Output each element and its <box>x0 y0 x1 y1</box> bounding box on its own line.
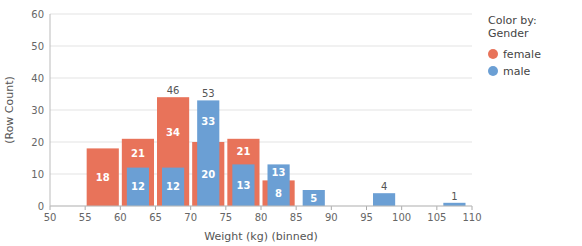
x-tick <box>331 206 332 210</box>
data-label: 34 <box>166 127 180 138</box>
data-label: 21 <box>236 146 250 157</box>
y-tick-label: 20 <box>31 137 44 148</box>
data-label: 12 <box>131 181 145 192</box>
x-tick <box>436 206 437 210</box>
total-label: 46 <box>167 85 180 96</box>
male-bar <box>373 193 395 206</box>
y-tick-label: 40 <box>31 73 44 84</box>
male-bar <box>232 164 254 206</box>
male-bar <box>127 168 149 206</box>
grid-line <box>50 142 472 143</box>
y-tick-label: 0 <box>38 201 44 212</box>
grid-line <box>50 46 472 47</box>
y-tick-label: 10 <box>31 169 44 180</box>
x-axis-label: Weight (kg) (binned) <box>204 230 318 243</box>
x-tick-label: 50 <box>44 212 57 223</box>
data-label: 13 <box>236 180 250 191</box>
legend-title-line: Gender <box>488 27 529 40</box>
y-tick-label: 60 <box>31 9 44 20</box>
y-grid <box>50 14 472 206</box>
data-label: 5 <box>310 193 317 204</box>
data-label: 12 <box>166 181 180 192</box>
x-tick <box>155 206 156 210</box>
grid-line <box>50 78 472 79</box>
x-tick-label: 85 <box>290 212 303 223</box>
bars <box>87 97 466 206</box>
legend: Color by:Gender female male <box>488 14 541 78</box>
y-tick-label: 30 <box>31 105 44 116</box>
data-label: 21 <box>131 148 145 159</box>
data-label: 13 <box>272 167 286 178</box>
x-tick <box>296 206 297 210</box>
x-tick-label: 75 <box>219 212 232 223</box>
x-tick <box>85 206 86 210</box>
grid-line <box>50 206 472 207</box>
x-tick-label: 70 <box>184 212 197 223</box>
x-tick <box>401 206 402 210</box>
legend-marker <box>488 66 498 76</box>
female-bar <box>227 139 259 206</box>
male-bar <box>197 100 219 206</box>
data-label: 1 <box>451 191 457 202</box>
total-label: 53 <box>202 88 215 99</box>
data-labels: 18 12 21 12 34 46 20 33 53 13 21 8 13 5 4 1 <box>96 85 458 203</box>
x-tick-label: 80 <box>255 212 268 223</box>
x-tick <box>50 206 51 210</box>
grid-line <box>50 110 472 111</box>
y-axis-label: (Row Count) <box>3 76 16 144</box>
data-label: 8 <box>275 188 282 199</box>
y-tick-label: 50 <box>31 41 44 52</box>
male-bar <box>162 168 184 206</box>
female-bar <box>122 139 154 206</box>
y-axis-line <box>50 14 51 206</box>
x-tick <box>261 206 262 210</box>
x-tick-label: 60 <box>114 212 127 223</box>
x-tick-label: 65 <box>149 212 162 223</box>
legend-marker <box>488 49 498 59</box>
x-tick <box>225 206 226 210</box>
data-label: 33 <box>201 116 215 127</box>
female-bar <box>87 148 119 206</box>
grid-line <box>50 14 472 15</box>
x-tick-label: 55 <box>79 212 92 223</box>
x-tick-label: 90 <box>325 212 338 223</box>
legend-title: Color by:Gender <box>488 14 537 40</box>
x-tick-label: 100 <box>392 212 411 223</box>
data-label: 4 <box>381 181 387 192</box>
x-tick <box>120 206 121 210</box>
legend-label: female <box>503 48 541 61</box>
x-tick <box>472 206 473 210</box>
data-label: 20 <box>201 169 215 180</box>
x-tick-label: 110 <box>462 212 481 223</box>
data-label: 18 <box>96 172 110 183</box>
x-tick <box>366 206 367 210</box>
female-bar <box>157 97 189 206</box>
x-tick-label: 95 <box>360 212 373 223</box>
x-tick <box>190 206 191 210</box>
male-bar <box>268 164 290 206</box>
male-bar <box>303 190 325 206</box>
x-axis-line <box>50 206 472 207</box>
legend-label: male <box>503 65 531 78</box>
x-tick-label: 105 <box>427 212 446 223</box>
legend-title-line: Color by: <box>488 14 537 27</box>
